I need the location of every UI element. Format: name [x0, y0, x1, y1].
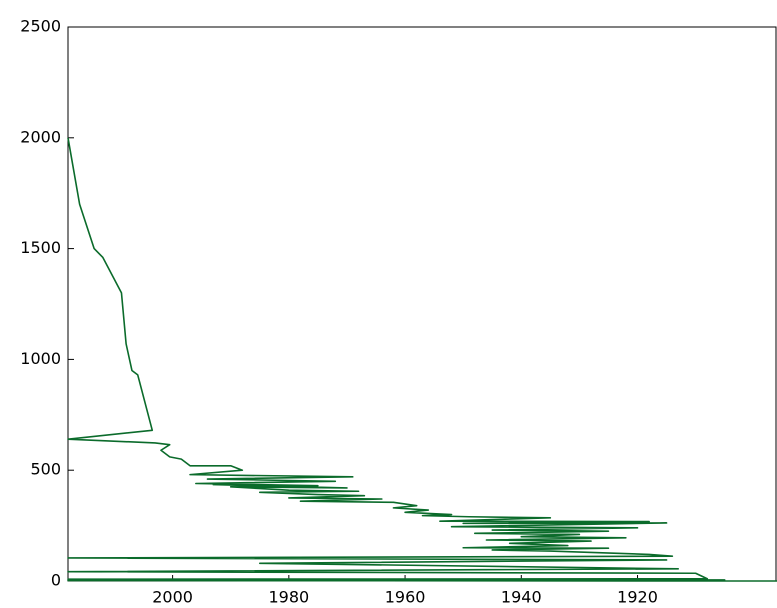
x-tick-label: 1940 — [501, 588, 542, 607]
x-tick-label: 2000 — [152, 588, 193, 607]
y-tick-label: 500 — [30, 460, 61, 479]
x-tick-label: 1980 — [268, 588, 309, 607]
y-tick-label: 1000 — [20, 349, 61, 368]
y-tick-label: 0 — [51, 571, 61, 590]
y-tick-label: 2000 — [20, 127, 61, 146]
y-tick-label: 2500 — [20, 17, 61, 36]
y-tick-label: 1500 — [20, 238, 61, 257]
x-tick-label: 1960 — [385, 588, 426, 607]
x-tick-label: 1920 — [617, 588, 658, 607]
plot-frame — [67, 26, 777, 582]
data-line — [67, 137, 777, 582]
